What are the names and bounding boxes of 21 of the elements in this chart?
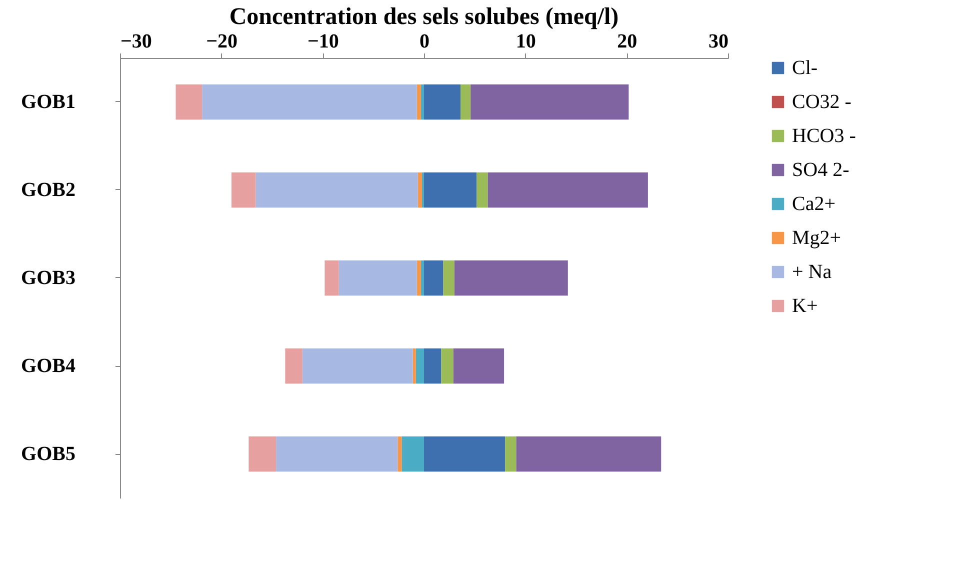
legend-label: SO4 2-	[792, 159, 850, 181]
legend-label: Mg2+	[792, 227, 842, 249]
x-tick-label: 0	[420, 30, 430, 52]
x-tick-label: 10	[516, 30, 536, 52]
legend-label: + Na	[792, 261, 832, 283]
legend-label: K+	[792, 295, 818, 317]
y-tick-label: GOB1	[21, 91, 76, 113]
legend-label: Cl-	[792, 57, 818, 79]
chart-title: Concentration des sels solubes (meq/l)	[229, 4, 619, 30]
legend-label: HCO3 -	[792, 125, 856, 147]
x-tick-label: 30	[708, 30, 728, 52]
y-tick-label: GOB5	[21, 443, 76, 465]
y-tick-label: GOB3	[21, 267, 76, 289]
legend-label: Ca2+	[792, 193, 836, 215]
y-tick-label: GOB2	[21, 179, 76, 201]
legend-label: CO32 -	[792, 91, 852, 113]
x-tick-label: −10	[307, 30, 339, 52]
x-tick-label: −30	[120, 30, 152, 52]
y-tick-label: GOB4	[21, 355, 76, 377]
x-tick-label: −20	[206, 30, 238, 52]
x-tick-label: 20	[617, 30, 638, 52]
